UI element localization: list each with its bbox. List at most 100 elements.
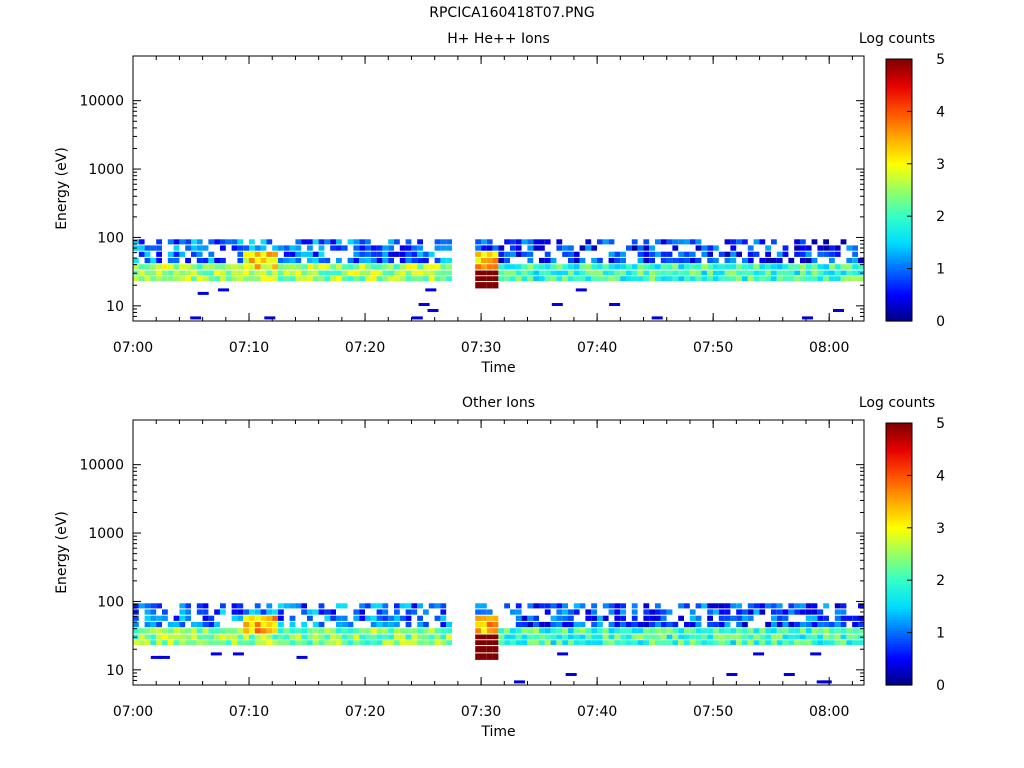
heatmap-cell bbox=[162, 270, 168, 276]
heatmap-cell bbox=[330, 609, 336, 615]
heatmap-cell bbox=[167, 276, 174, 281]
heatmap-cell bbox=[185, 257, 191, 264]
heatmap-cell bbox=[179, 239, 186, 245]
colorbar-frame bbox=[885, 422, 913, 686]
heatmap-cell bbox=[602, 276, 609, 281]
colorbar-swatch bbox=[886, 121, 912, 126]
colorbar-swatch bbox=[886, 580, 912, 584]
heatmap-cell bbox=[399, 245, 406, 251]
heatmap-cell bbox=[156, 251, 162, 257]
heatmap-cell bbox=[475, 621, 481, 628]
heatmap-cell bbox=[660, 628, 667, 634]
heatmap-cell bbox=[788, 621, 795, 628]
heatmap-cell bbox=[243, 245, 249, 251]
heatmap-cell bbox=[747, 640, 754, 645]
colorbar-swatch bbox=[886, 572, 912, 576]
heatmap-cell bbox=[730, 239, 737, 245]
colorbar-swatch bbox=[886, 184, 912, 188]
heatmap-cell bbox=[591, 628, 597, 634]
colorbar-swatch bbox=[886, 182, 912, 186]
colorbar-swatch bbox=[886, 661, 912, 665]
heatmap-cell bbox=[701, 245, 708, 251]
colorbar-swatch bbox=[886, 629, 912, 634]
heatmap-cell bbox=[237, 245, 244, 251]
heatmap-cell bbox=[231, 640, 238, 645]
heatmap-cell bbox=[196, 609, 203, 615]
heatmap-cell bbox=[498, 270, 505, 276]
heatmap-cell bbox=[231, 634, 238, 640]
heatmap-cell bbox=[301, 270, 307, 276]
heatmap-cell bbox=[840, 634, 847, 640]
heatmap-cell bbox=[852, 264, 858, 270]
heatmap-cell bbox=[689, 634, 696, 640]
colorbar-swatch bbox=[886, 148, 912, 152]
heatmap-cell bbox=[800, 257, 806, 264]
colorbar-swatch bbox=[886, 129, 912, 133]
heatmap-cell bbox=[394, 270, 400, 276]
heatmap-cell bbox=[626, 264, 632, 270]
heatmap-cell bbox=[336, 603, 342, 609]
heatmap-cell bbox=[684, 270, 690, 276]
heatmap-cell bbox=[562, 628, 568, 634]
heatmap-cell bbox=[388, 628, 394, 634]
colorbar-swatch bbox=[886, 281, 912, 285]
heatmap-cell bbox=[196, 628, 203, 634]
heatmap-cell bbox=[370, 603, 377, 609]
heatmap-cell bbox=[312, 264, 319, 270]
heatmap-cell bbox=[678, 640, 684, 645]
heatmap-cell bbox=[747, 264, 754, 270]
heatmap-cell bbox=[260, 615, 267, 621]
heatmap-cell bbox=[701, 251, 708, 257]
heatmap-cell bbox=[713, 270, 719, 276]
x-tick-label: 07:50 bbox=[693, 340, 733, 356]
colorbar-swatch bbox=[886, 428, 912, 432]
heatmap-cell bbox=[597, 270, 603, 276]
heatmap-cell bbox=[341, 621, 348, 628]
heatmap-cell bbox=[370, 628, 377, 634]
heatmap-cell bbox=[492, 251, 499, 257]
heatmap-cell bbox=[289, 276, 296, 281]
colorbar-swatch bbox=[886, 669, 912, 673]
heatmap-cell bbox=[689, 621, 696, 628]
colorbar-swatch bbox=[886, 268, 912, 272]
colorbar-swatch bbox=[886, 451, 912, 456]
heatmap-cell bbox=[376, 264, 383, 270]
heatmap-cell bbox=[510, 239, 516, 245]
heatmap-cell bbox=[834, 615, 841, 621]
heatmap-cell bbox=[225, 628, 232, 634]
colorbar-swatch bbox=[886, 250, 912, 254]
heatmap-cell bbox=[150, 615, 157, 621]
heatmap-cell bbox=[817, 251, 824, 257]
heatmap-cell bbox=[742, 264, 748, 270]
colorbar-swatch bbox=[886, 603, 912, 607]
heatmap-cell bbox=[185, 239, 191, 245]
heatmap-cell bbox=[283, 640, 290, 645]
x-tick-label: 07:00 bbox=[113, 340, 153, 356]
heatmap-cell bbox=[498, 264, 505, 270]
colorbar-swatch bbox=[886, 614, 912, 618]
heatmap-cell bbox=[655, 276, 661, 281]
heatmap-cell bbox=[138, 251, 145, 257]
heatmap-cell bbox=[602, 264, 609, 270]
heatmap-cell bbox=[568, 628, 574, 634]
heatmap-cell bbox=[614, 264, 621, 270]
heatmap-cell bbox=[486, 270, 493, 276]
heatmap-cell bbox=[353, 628, 360, 634]
heatmap-cell bbox=[527, 239, 534, 245]
heatmap-cell bbox=[336, 245, 342, 251]
heatmap-cell bbox=[689, 264, 696, 270]
heatmap-cell bbox=[794, 634, 800, 640]
heatmap-cell bbox=[608, 621, 615, 628]
colorbar-swatch bbox=[886, 491, 912, 495]
heatmap-cell bbox=[196, 264, 203, 270]
heatmap-cell bbox=[579, 245, 586, 251]
heatmap-cell bbox=[260, 276, 267, 281]
heatmap-cell bbox=[434, 615, 441, 621]
heatmap-cell bbox=[394, 628, 400, 634]
y-tick-label: 10000 bbox=[79, 94, 124, 110]
heatmap-cell bbox=[301, 628, 307, 634]
heatmap-cell bbox=[811, 609, 818, 615]
heatmap-cell bbox=[747, 276, 754, 281]
heatmap-cell bbox=[492, 615, 499, 621]
heatmap-cell bbox=[440, 640, 447, 645]
